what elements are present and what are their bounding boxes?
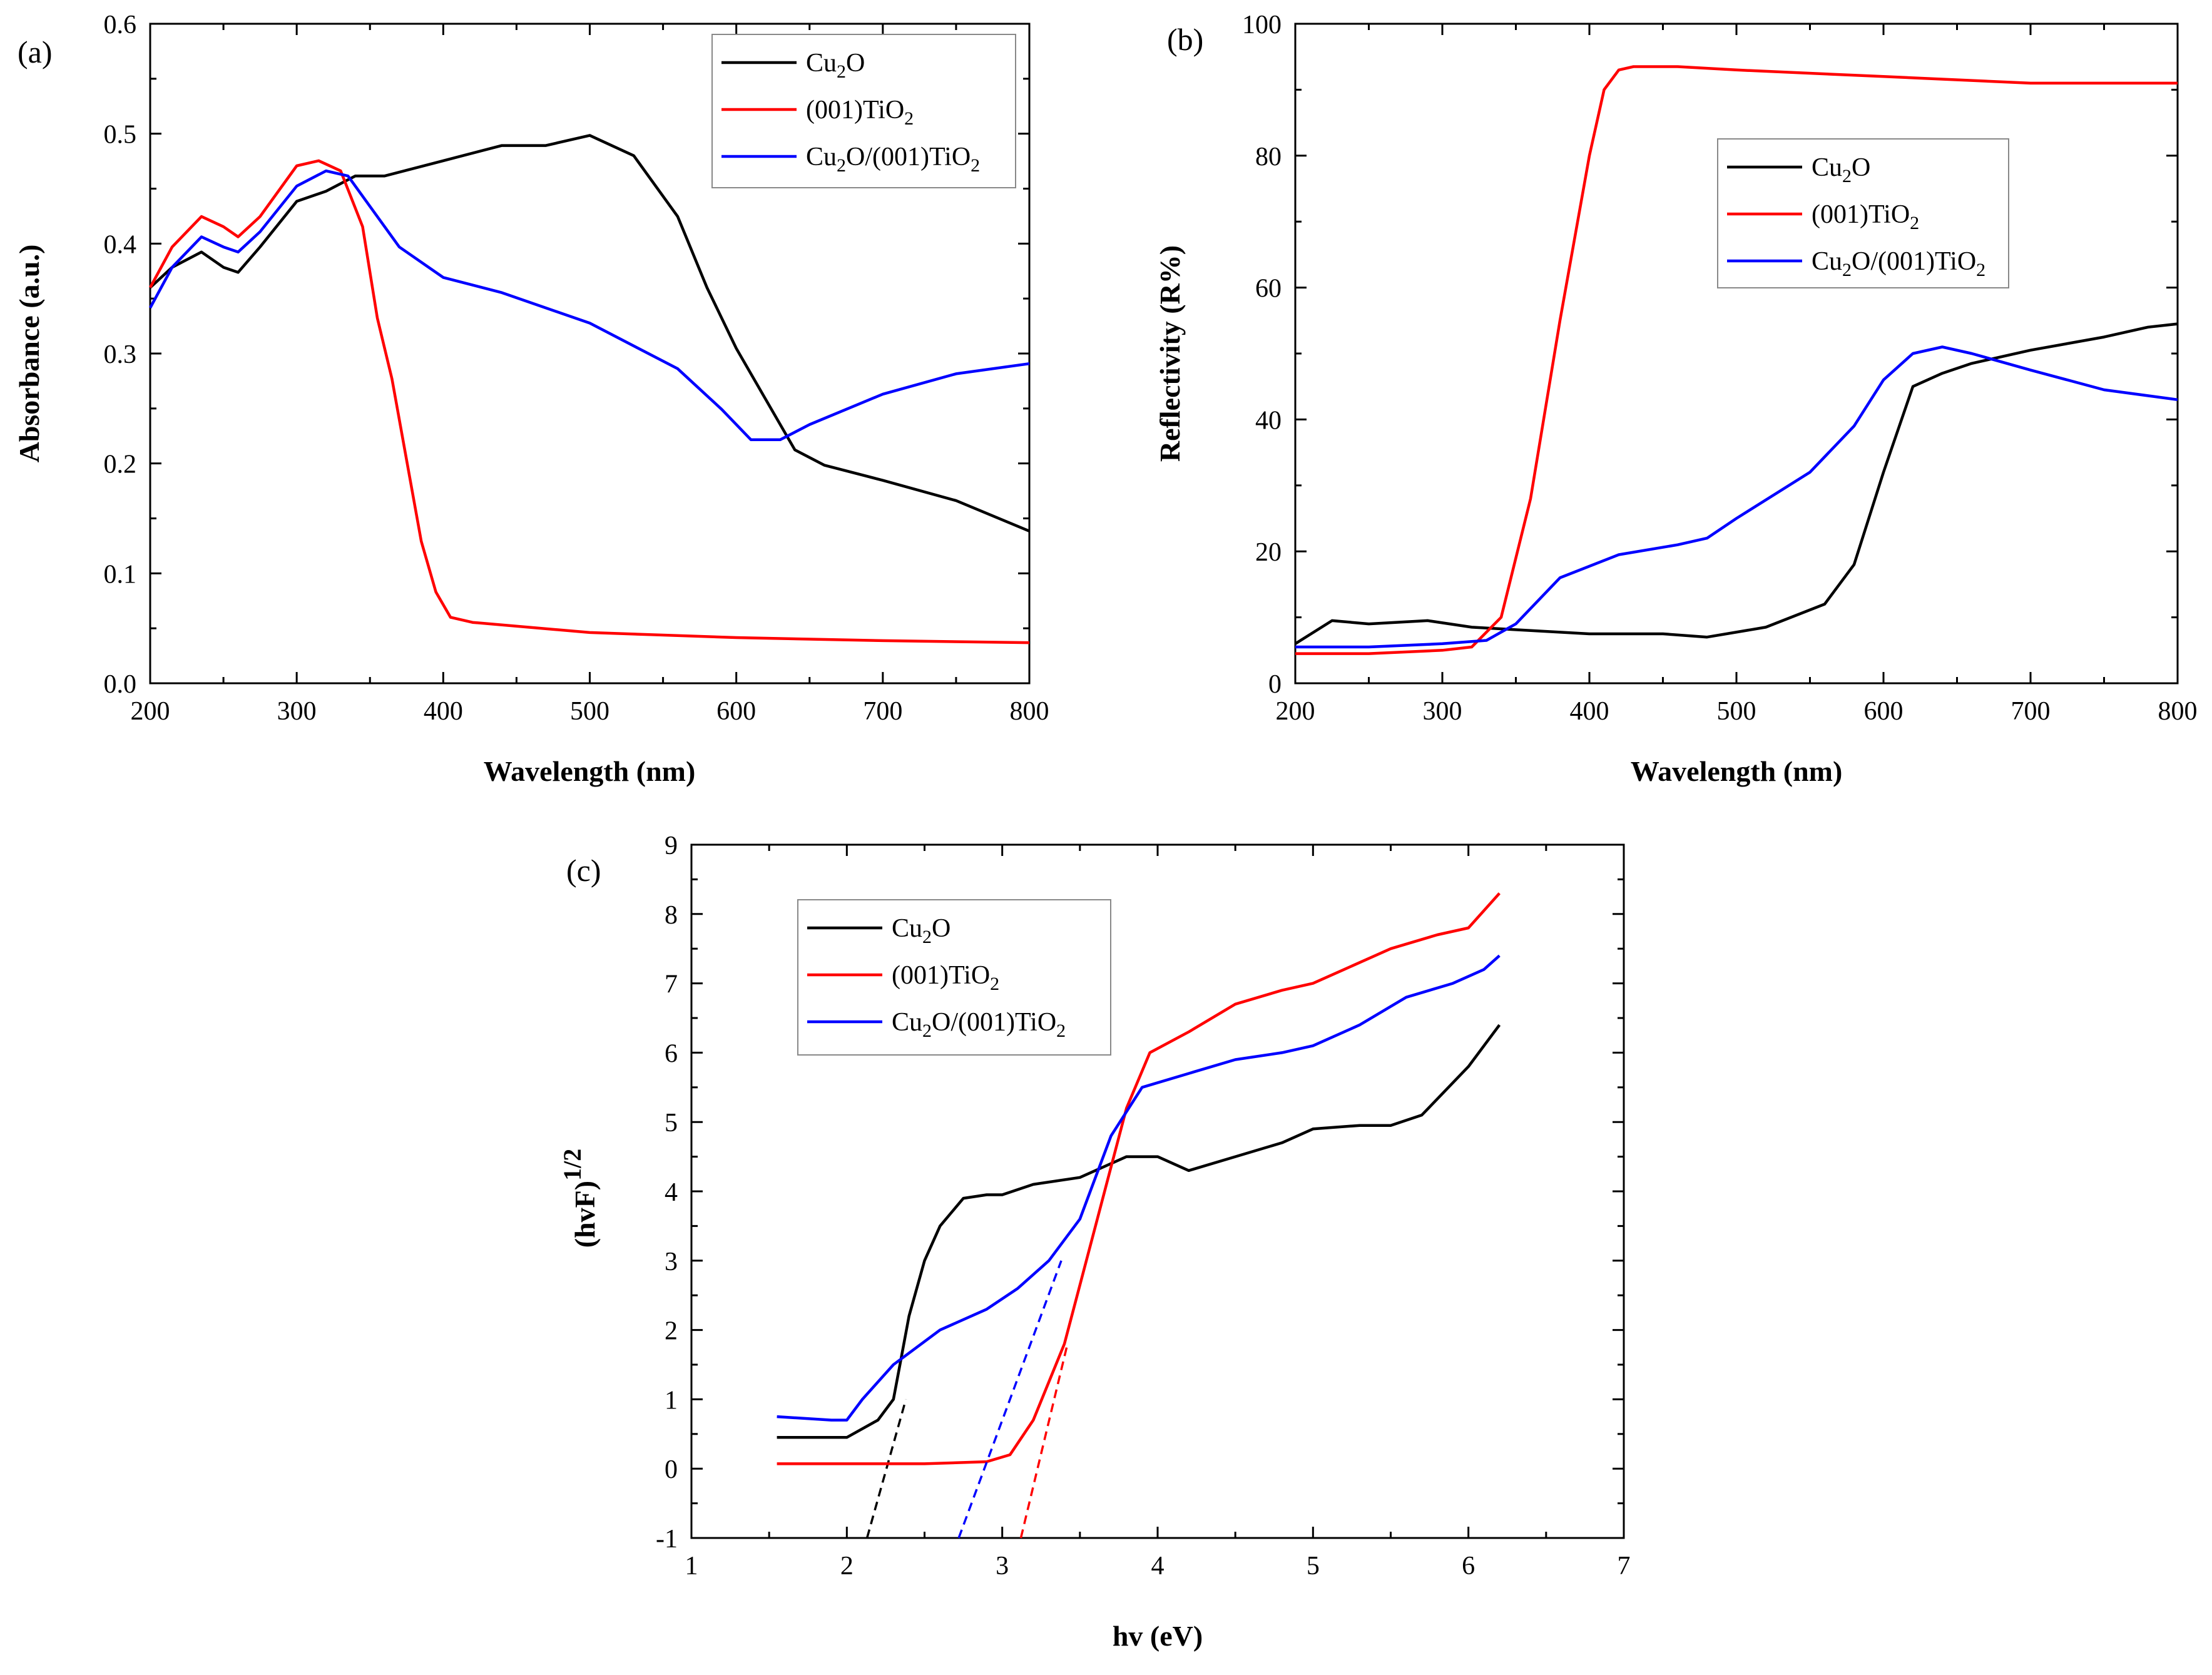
- plot-frame: [1294, 23, 2179, 685]
- x-tick-label: 1: [685, 1552, 698, 1581]
- x-tick-label: 500: [570, 697, 609, 726]
- x-tick-label: 700: [2011, 697, 2051, 726]
- x-tick-label: 2: [840, 1552, 854, 1581]
- x-tick-label: 5: [1307, 1552, 1320, 1581]
- series-line-2: [1295, 345, 2178, 649]
- y-tick-label: 5: [665, 1109, 678, 1138]
- y-tick-label: 0.6: [104, 11, 137, 39]
- x-tick-label: 600: [1864, 697, 1904, 726]
- y-tick-label: -1: [656, 1525, 678, 1554]
- x-tick-label: 200: [131, 697, 170, 726]
- legend-label-2: Cu2O/(001)TiO2: [1812, 247, 1985, 280]
- series-line-1: [149, 159, 1030, 644]
- panel-label: (a): [18, 34, 53, 69]
- y-tick-label: 40: [1255, 406, 1282, 435]
- y-tick-label: 3: [665, 1248, 678, 1276]
- series-line-2: [777, 954, 1501, 1422]
- y-tick-label: 0.1: [104, 560, 137, 589]
- y-axis-label-superscript: 1/2: [558, 1149, 586, 1181]
- legend-box: [797, 899, 1111, 1056]
- legend-label-2: Cu2O/(001)TiO2: [806, 143, 980, 176]
- y-tick-label: 0.3: [104, 340, 137, 369]
- y-tick-label: 20: [1255, 538, 1282, 567]
- y-tick-label: 0.2: [104, 451, 137, 479]
- y-tick-label: 6: [665, 1039, 678, 1068]
- series-line-0: [777, 1024, 1501, 1439]
- y-tick-label: 8: [665, 901, 678, 930]
- y-tick-label: 4: [665, 1178, 678, 1207]
- y-axis-label: Absorbance (a.u.): [13, 245, 45, 463]
- chart-panel-c: 1 2 3 4 5 6 7 -1 0 1 2 3 4 5 6 7 8 9 (c) hv (eV) (hvF)1/2 Cu2…: [558, 832, 1631, 1652]
- series-line-1: [777, 892, 1501, 1465]
- x-axis-label: Wavelength (nm): [484, 755, 696, 787]
- tangent-line-1: [1019, 1343, 1069, 1539]
- series-line-0: [1294, 322, 2178, 645]
- x-tick-label: 500: [1717, 697, 1756, 726]
- x-tick-label: 300: [277, 697, 317, 726]
- series-line-2: [149, 169, 1030, 442]
- x-tick-label: 600: [716, 697, 756, 726]
- y-tick-label: 2: [665, 1317, 678, 1346]
- panel-label: (c): [566, 853, 601, 888]
- x-tick-label: 4: [1151, 1552, 1165, 1581]
- tangent-line-0: [865, 1398, 907, 1539]
- legend-label-1: (001)TiO2: [1812, 200, 1919, 233]
- x-tick-label: 200: [1276, 697, 1315, 726]
- legend-label-2: Cu2O/(001)TiO2: [892, 1008, 1066, 1041]
- y-tick-label: 1: [665, 1386, 678, 1415]
- x-tick-label: 800: [1010, 697, 1049, 726]
- x-axis-label: hv (eV): [1113, 1620, 1203, 1652]
- x-tick-label: 400: [1570, 697, 1609, 726]
- y-tick-label: 0.4: [104, 230, 137, 259]
- y-axis-label: Reflectivity (R%): [1154, 245, 1186, 462]
- y-tick-label: 100: [1242, 11, 1282, 39]
- y-tick-label: 60: [1255, 275, 1282, 303]
- x-tick-label: 6: [1462, 1552, 1475, 1581]
- x-tick-label: 7: [1618, 1552, 1631, 1581]
- legend-label-0: Cu2O: [1812, 153, 1870, 186]
- x-tick-label: 3: [996, 1552, 1009, 1581]
- chart-panel-b: 200 300 400 500 600 700 800 0 20 40 60 80 100 (b) Wave…: [1154, 11, 2198, 787]
- x-tick-label: 400: [424, 697, 463, 726]
- x-axis-label: Wavelength (nm): [1631, 755, 1843, 787]
- series-line-1: [1295, 65, 2178, 655]
- legend-box: [711, 34, 1016, 188]
- y-tick-label: 0: [1268, 670, 1282, 699]
- legend-label-1: (001)TiO2: [806, 96, 914, 129]
- chart-panel-a: 200 300 400 500 600 700 800 0.0 0.1 0.2 0.3 0.4 0.5 0…: [13, 11, 1049, 787]
- y-tick-label: 7: [665, 970, 678, 999]
- y-tick-label: 9: [665, 832, 678, 860]
- x-tick-label: 800: [2158, 697, 2198, 726]
- tangent-line-2: [957, 1260, 1063, 1539]
- y-tick-label: 0.5: [104, 121, 137, 150]
- y-tick-label: 80: [1255, 143, 1282, 171]
- x-tick-label: 300: [1423, 697, 1462, 726]
- panel-label: (b): [1167, 22, 1203, 57]
- legend-label-0: Cu2O: [892, 914, 951, 947]
- legend-label-1: (001)TiO2: [892, 961, 999, 994]
- y-tick-label: 0.0: [104, 670, 137, 699]
- y-axis-label: (hvF)1/2: [558, 1149, 601, 1248]
- legend-label-0: Cu2O: [806, 49, 865, 82]
- x-tick-label: 700: [863, 697, 902, 726]
- y-tick-label: 0: [665, 1455, 678, 1484]
- series-line-0: [149, 134, 1030, 532]
